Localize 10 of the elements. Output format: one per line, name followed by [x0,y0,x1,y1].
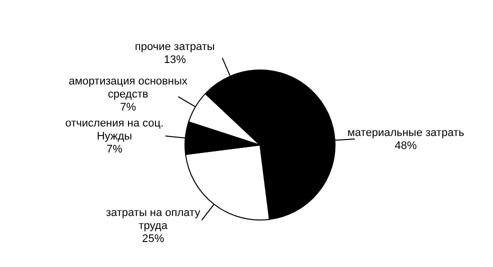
data-label: 13% [164,54,186,66]
data-label: 7% [106,143,123,156]
slice-label: материальные затрать [347,127,465,140]
data-label: 48% [394,140,418,152]
data-label: 25% [142,232,164,245]
slice-label: амортизация основных средств [68,76,188,101]
slice-label: затраты на оплату труда [106,206,201,232]
slice-label: прочие затраты [134,40,215,53]
data-label: 7% [120,102,136,114]
slice-label: отчисления на соц. Нужды [65,117,164,142]
